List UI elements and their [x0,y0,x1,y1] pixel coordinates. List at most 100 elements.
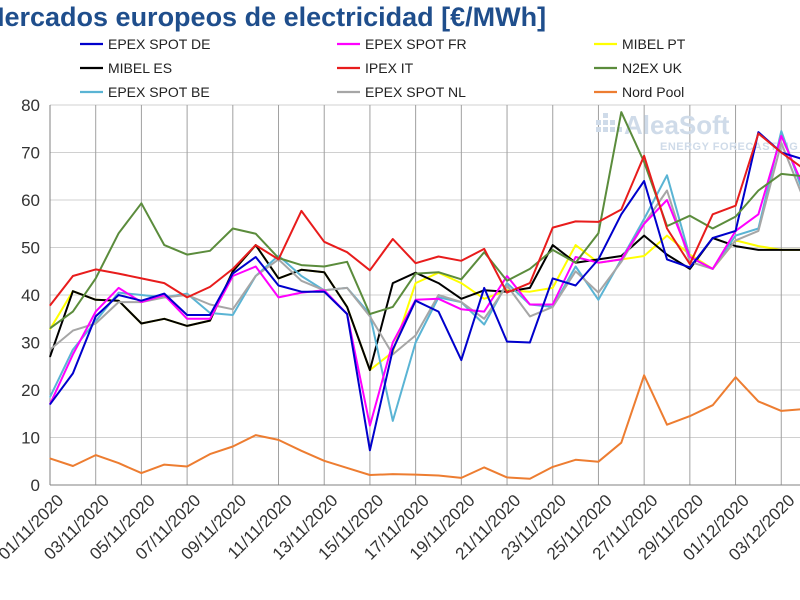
data-point [118,294,120,296]
data-point [415,300,417,302]
y-tick-label: 50 [21,239,40,258]
data-point [323,460,325,462]
data-point [575,265,577,268]
legend-label: IPEX IT [365,60,414,76]
data-point [529,291,531,293]
data-point [735,235,737,237]
series-epex-spot-fr [49,134,800,427]
data-point [300,275,302,277]
data-point [575,256,577,258]
data-point [346,287,348,289]
data-point [643,255,645,257]
data-point [255,233,257,235]
data-point [575,270,577,272]
data-point [300,210,302,212]
data-point [72,275,74,277]
series-ipex-it [49,132,800,307]
data-point [483,318,485,320]
watermark-tagline: ENERGY FORECASTING [660,141,798,153]
data-point [49,304,51,307]
data-point [232,273,234,275]
data-point [483,251,485,253]
data-point [620,442,622,444]
data-point [392,238,394,240]
y-tick-labels: 0 10 20 30 40 50 60 70 80 [21,96,40,495]
data-point [666,258,668,260]
data-point [346,251,348,253]
data-point [118,287,120,289]
data-point [369,425,371,427]
data-point [323,291,325,293]
series-line [49,134,800,427]
data-point [620,261,622,263]
data-point [689,415,691,417]
data-point [620,208,622,211]
data-point [506,476,508,478]
data-point [140,294,142,296]
data-point [552,466,554,468]
data-point [392,420,394,422]
data-point [72,330,74,332]
legend-item: EPEX SPOT NL [337,84,466,100]
data-point [689,215,691,217]
data-point [186,314,188,316]
y-tick-label: 60 [21,191,40,210]
data-point [72,372,74,374]
data-point [689,263,691,265]
data-point [232,227,234,230]
data-point [323,289,325,291]
data-point [72,465,74,467]
data-point [780,249,782,251]
series-line [49,131,800,452]
y-tick-label: 0 [31,476,40,495]
data-point [689,256,691,258]
data-point [209,314,211,316]
data-point [483,298,485,300]
data-point [506,275,508,277]
legend-label: N2EX UK [622,60,683,76]
data-point [780,151,782,154]
data-point [163,318,165,320]
data-point [415,262,417,264]
data-point [666,189,668,192]
data-point [209,453,211,455]
data-point [575,459,577,461]
data-point [689,266,691,268]
data-point [780,130,782,132]
data-point [49,403,51,405]
data-point [95,268,97,270]
data-point [346,261,348,263]
legend-label: EPEX SPOT DE [108,36,210,52]
data-point [780,135,782,137]
data-point [597,221,600,223]
data-point [49,328,51,330]
data-point [140,300,142,302]
legend-item: MIBEL ES [80,60,172,76]
data-point [552,306,554,308]
data-point [597,292,600,294]
data-point [369,315,371,317]
data-point [49,457,51,459]
data-point [49,396,51,398]
data-point [437,294,440,296]
data-point [666,199,668,201]
data-point [369,269,371,271]
data-point [255,275,257,277]
data-point [460,278,462,280]
data-point [72,311,74,313]
data-point [666,235,668,237]
data-point [255,256,257,258]
data-point [666,174,668,176]
data-point [597,258,600,260]
data-point [506,280,508,282]
data-point [118,462,120,464]
data-point [460,301,462,303]
data-point [643,218,645,220]
data-point [483,311,485,313]
data-point [140,301,142,303]
data-point [529,341,531,344]
y-tick-label: 30 [21,334,40,353]
data-point [277,296,280,298]
data-point [712,237,714,239]
data-point [712,404,714,406]
